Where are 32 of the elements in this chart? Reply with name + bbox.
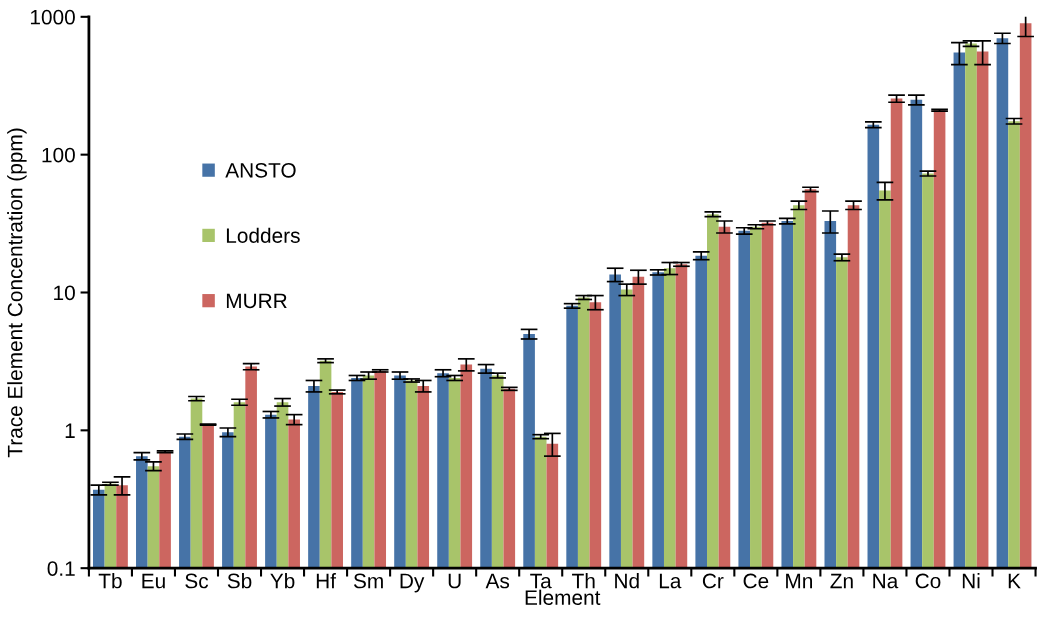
- y-tick-label: 1000: [30, 9, 75, 25]
- x-tick-label: Co: [915, 573, 941, 589]
- legend-label: MURR: [226, 293, 287, 309]
- x-tick-label: Nd: [615, 573, 639, 589]
- x-tick-label: Ce: [743, 573, 769, 589]
- x-tick-label: K: [1008, 573, 1021, 589]
- y-tick-label: 100: [42, 147, 75, 163]
- x-tick-label: Zn: [830, 573, 853, 589]
- y-tick-label: 0.1: [47, 561, 75, 576]
- x-tick-label: La: [659, 573, 682, 589]
- x-tick-label: Th: [572, 573, 595, 589]
- x-axis-title: Element: [525, 589, 601, 605]
- x-tick-label: Ta: [530, 573, 552, 589]
- x-tick-label: Na: [873, 573, 899, 589]
- y-tick-label: 10: [54, 285, 75, 301]
- legend-label: Lodders: [226, 227, 300, 243]
- x-tick-label: Sc: [185, 573, 209, 589]
- x-tick-label: Hf: [316, 573, 337, 589]
- y-tick-label: 1: [65, 423, 75, 438]
- legend-label: ANSTO: [225, 162, 296, 178]
- x-tick-label: Sb: [227, 573, 252, 589]
- x-tick-label: Cr: [702, 573, 724, 589]
- x-tick-label: U: [448, 573, 461, 589]
- x-tick-label: As: [485, 573, 510, 589]
- x-tick-label: Sm: [353, 573, 383, 589]
- x-tick-label: Tb: [98, 573, 122, 589]
- x-tick-label: Mn: [786, 573, 812, 589]
- x-tick-label: Eu: [142, 573, 165, 589]
- x-tick-label: Yb: [270, 573, 295, 589]
- x-tick-label: Ni: [962, 573, 980, 589]
- x-tick-label: Dy: [400, 573, 425, 593]
- y-axis-title: Trace Element Concentration (ppm): [7, 128, 27, 458]
